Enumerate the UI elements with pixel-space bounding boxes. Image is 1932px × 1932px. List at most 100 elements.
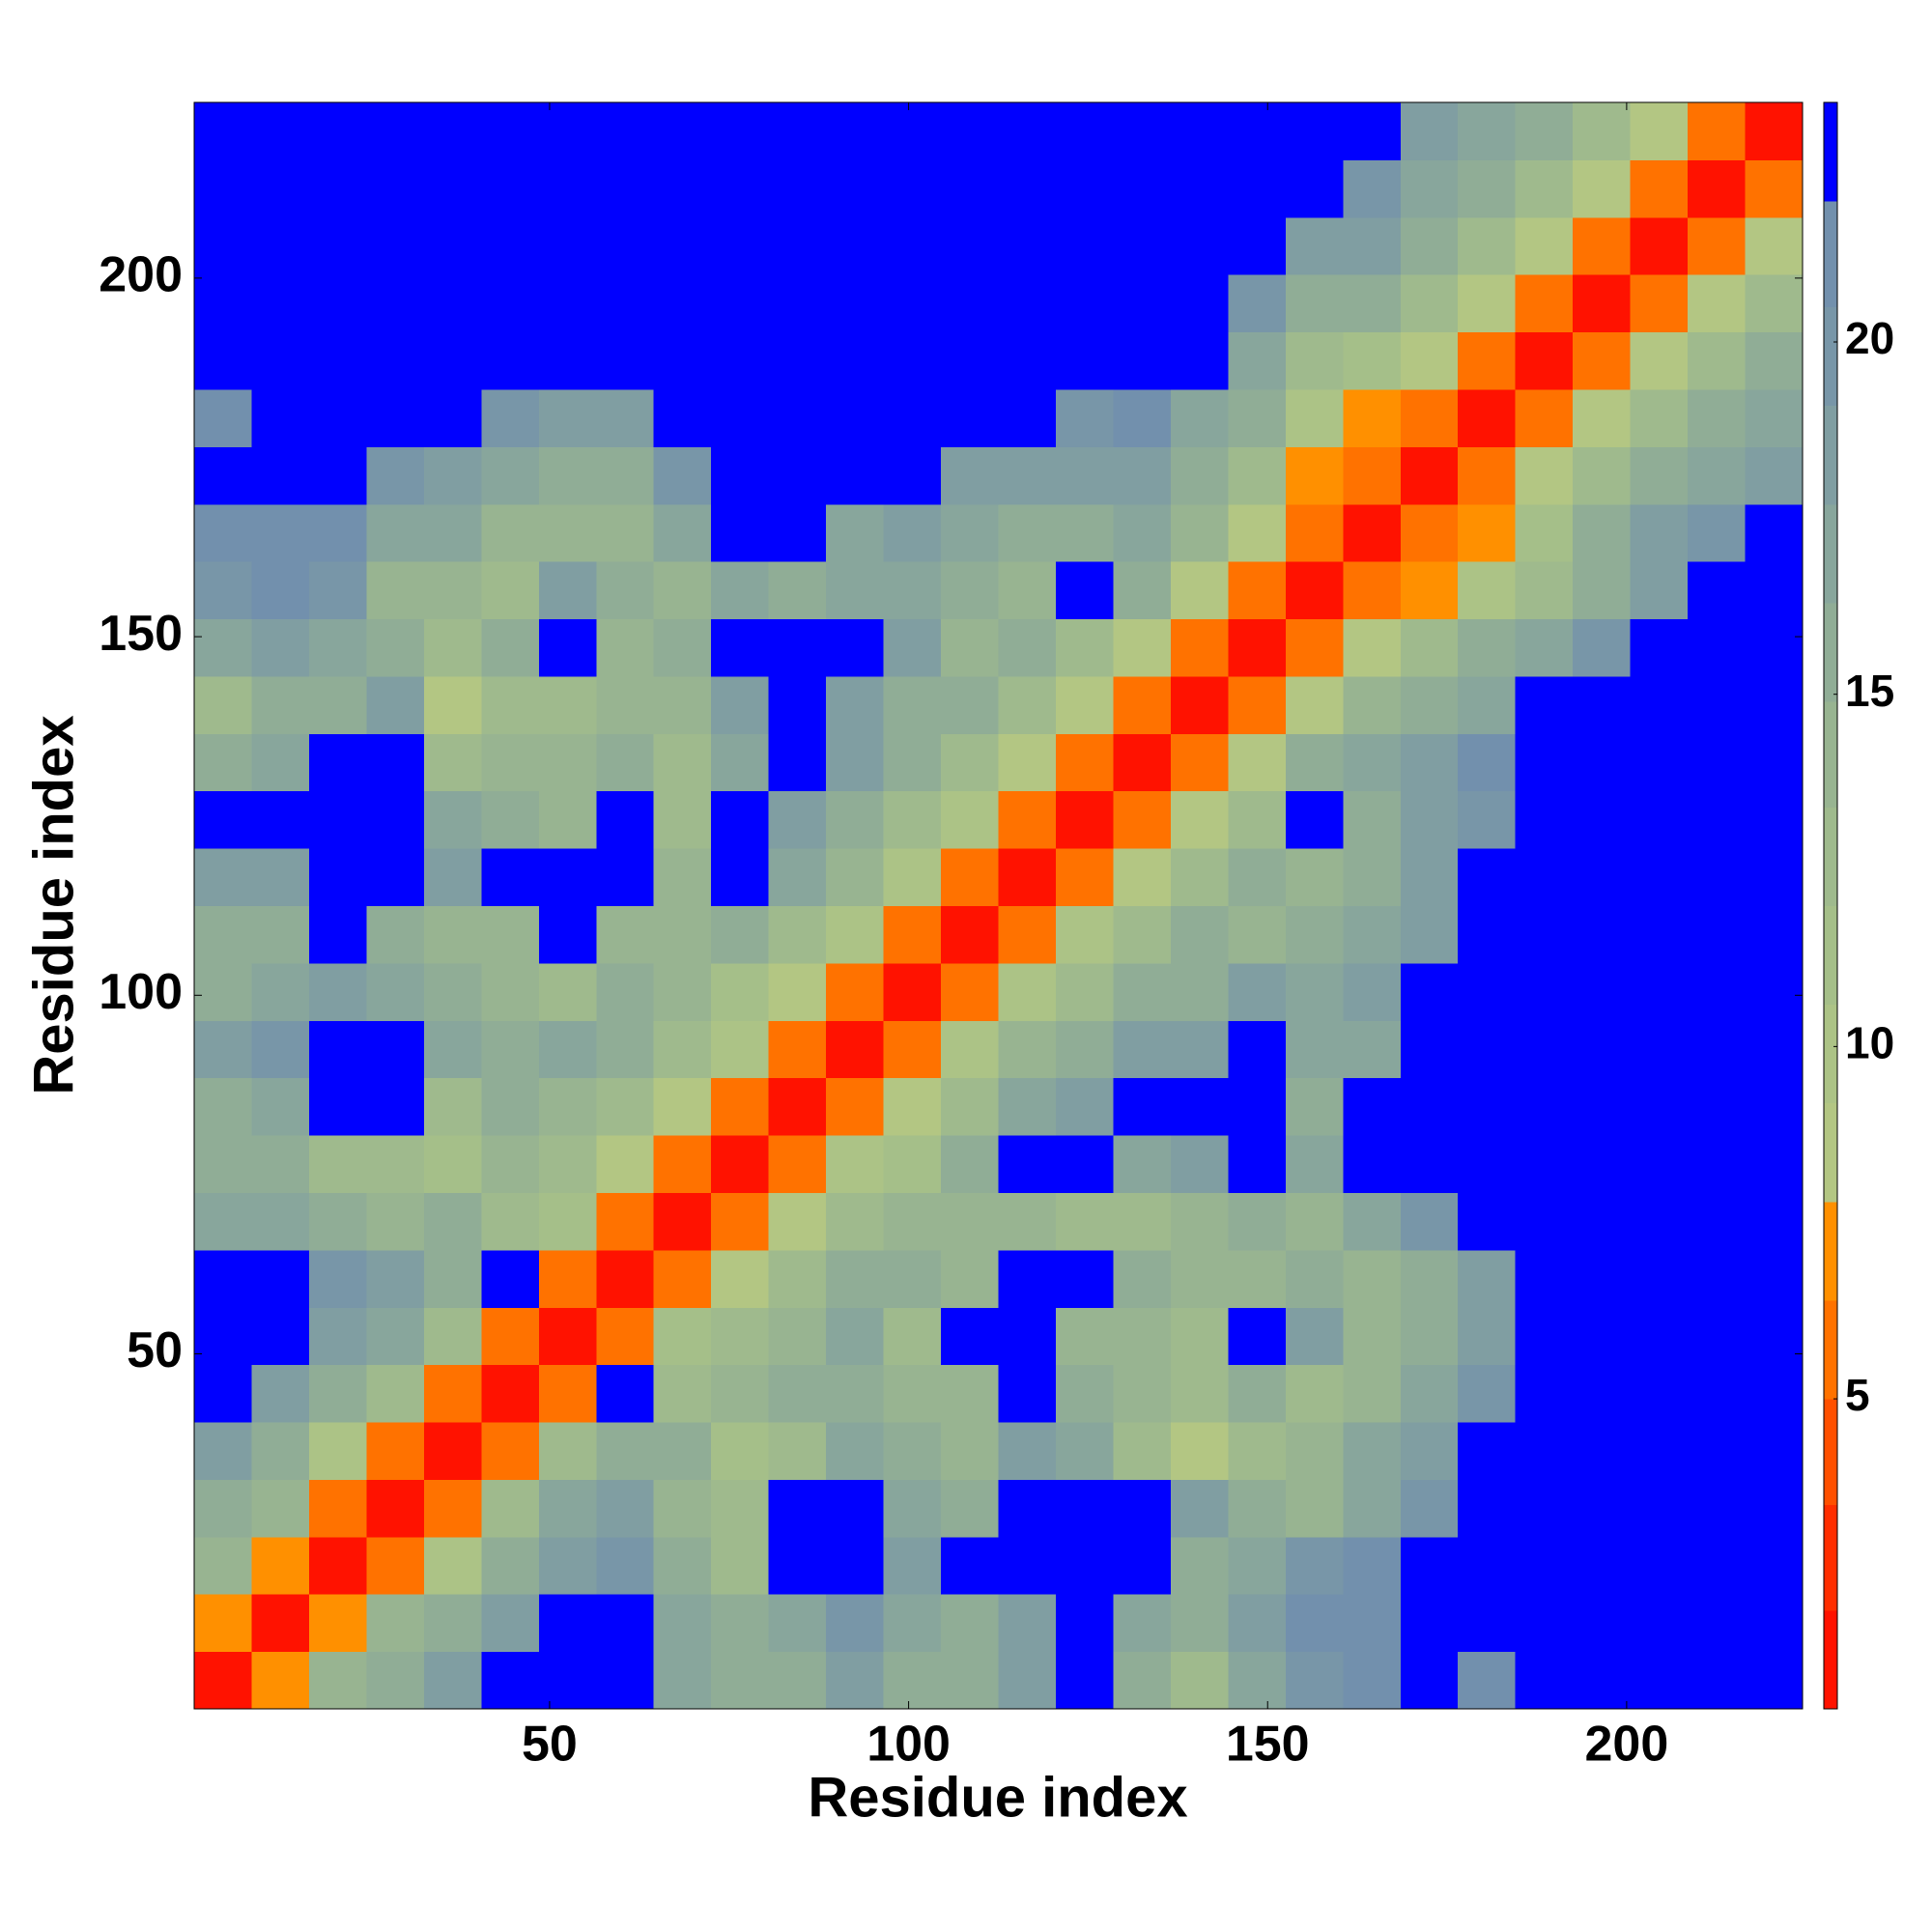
heatmap-cell — [481, 1536, 540, 1595]
heatmap-cell — [596, 1307, 655, 1366]
heatmap-cell — [481, 790, 540, 849]
heatmap-cell — [998, 1077, 1057, 1136]
heatmap-cell — [366, 446, 425, 505]
heatmap-cell — [251, 102, 310, 160]
heatmap-cell — [1458, 675, 1517, 734]
heatmap-cell — [251, 1536, 310, 1595]
heatmap-cell — [1228, 618, 1287, 677]
heatmap-cell — [366, 1192, 425, 1251]
heatmap-cell — [653, 388, 712, 447]
heatmap-cell — [1113, 790, 1172, 849]
heatmap-cell — [653, 1594, 712, 1653]
heatmap-cell — [1745, 561, 1804, 620]
heatmap-cell — [1745, 159, 1804, 218]
heatmap-cell — [423, 1077, 482, 1136]
heatmap-cell — [1228, 1249, 1287, 1308]
heatmap-cell — [711, 1594, 770, 1653]
heatmap-cell — [308, 446, 367, 505]
heatmap-cell — [653, 216, 712, 275]
heatmap-cell — [1113, 102, 1172, 160]
heatmap-cell — [194, 216, 252, 275]
heatmap-cell — [1745, 675, 1804, 734]
heatmap-cell — [1630, 446, 1689, 505]
heatmap-cell — [941, 1249, 999, 1308]
heatmap-cell — [1170, 848, 1229, 906]
heatmap-cell — [941, 1364, 999, 1423]
heatmap-cell — [883, 1422, 942, 1480]
heatmap-cell — [1515, 905, 1574, 964]
heatmap-cell — [1630, 561, 1689, 620]
heatmap-cell — [1170, 1536, 1229, 1595]
heatmap-cell — [366, 618, 425, 677]
heatmap-cell — [1573, 102, 1632, 160]
heatmap-cell — [423, 1364, 482, 1423]
heatmap-cell — [251, 675, 310, 734]
heatmap-cell — [538, 1479, 597, 1538]
heatmap-cell — [423, 1479, 482, 1538]
heatmap-cell — [1170, 274, 1229, 333]
heatmap-cell — [941, 503, 999, 562]
heatmap-cell — [481, 1594, 540, 1653]
heatmap-cell — [941, 962, 999, 1021]
heatmap-cell — [1745, 1249, 1804, 1308]
heatmap-cell — [1343, 503, 1402, 562]
heatmap-cell — [1343, 561, 1402, 620]
heatmap-cell — [1630, 331, 1689, 390]
heatmap-cell — [653, 1479, 712, 1538]
heatmap-cell — [1113, 1077, 1172, 1136]
colorbar-segment — [1824, 1399, 1837, 1505]
heatmap-cell — [1113, 1020, 1172, 1079]
heatmap-cell — [538, 274, 597, 333]
heatmap-cell — [768, 1536, 827, 1595]
heatmap-cell — [1343, 1020, 1402, 1079]
heatmap-cell — [1688, 503, 1747, 562]
heatmap-cell — [1515, 1479, 1574, 1538]
heatmap-cell — [998, 848, 1057, 906]
heatmap-cell — [481, 1249, 540, 1308]
heatmap-cell — [711, 446, 770, 505]
heatmap-cell — [826, 1422, 885, 1480]
plot-frame — [193, 101, 1804, 1710]
heatmap-cell — [768, 1594, 827, 1653]
heatmap-cell — [596, 331, 655, 390]
heatmap-cell — [1343, 1422, 1402, 1480]
heatmap-cell — [538, 848, 597, 906]
heatmap-cell — [1630, 1020, 1689, 1079]
heatmap-cell — [1458, 1020, 1517, 1079]
heatmap-cell — [251, 1422, 310, 1480]
colorbar-segment — [1824, 602, 1837, 702]
heatmap-cell — [538, 733, 597, 792]
heatmap-cell — [1745, 1020, 1804, 1079]
heatmap-cell — [941, 733, 999, 792]
heatmap-cell — [481, 1307, 540, 1366]
heatmap-cell — [883, 1249, 942, 1308]
heatmap-cell — [1055, 1135, 1114, 1193]
heatmap-cell — [596, 1536, 655, 1595]
heatmap-cell — [711, 848, 770, 906]
heatmap-cell — [1228, 1364, 1287, 1423]
heatmap-cell — [538, 1249, 597, 1308]
heatmap-cell — [1688, 733, 1747, 792]
heatmap-cell — [1285, 159, 1344, 218]
heatmap-cell — [653, 1536, 712, 1595]
heatmap-cell — [251, 1020, 310, 1079]
heatmap-cell — [251, 388, 310, 447]
heatmap-cell — [1630, 503, 1689, 562]
heatmap-cell — [1630, 1651, 1689, 1710]
heatmap-cell — [366, 1479, 425, 1538]
heatmap-cell — [1573, 848, 1632, 906]
heatmap-cell — [1573, 1594, 1632, 1653]
heatmap-cell — [596, 216, 655, 275]
heatmap-cell — [423, 618, 482, 677]
heatmap-cell — [596, 848, 655, 906]
heatmap-cell — [1458, 848, 1517, 906]
heatmap-cell — [1688, 388, 1747, 447]
heatmap-cell — [1400, 1077, 1459, 1136]
heatmap-cell — [1630, 790, 1689, 849]
heatmap-cell — [941, 388, 999, 447]
heatmap-cell — [1285, 675, 1344, 734]
heatmap-cell — [1515, 388, 1574, 447]
heatmap-cell — [1573, 1192, 1632, 1251]
heatmap-cell — [711, 159, 770, 218]
heatmap-cell — [1170, 790, 1229, 849]
